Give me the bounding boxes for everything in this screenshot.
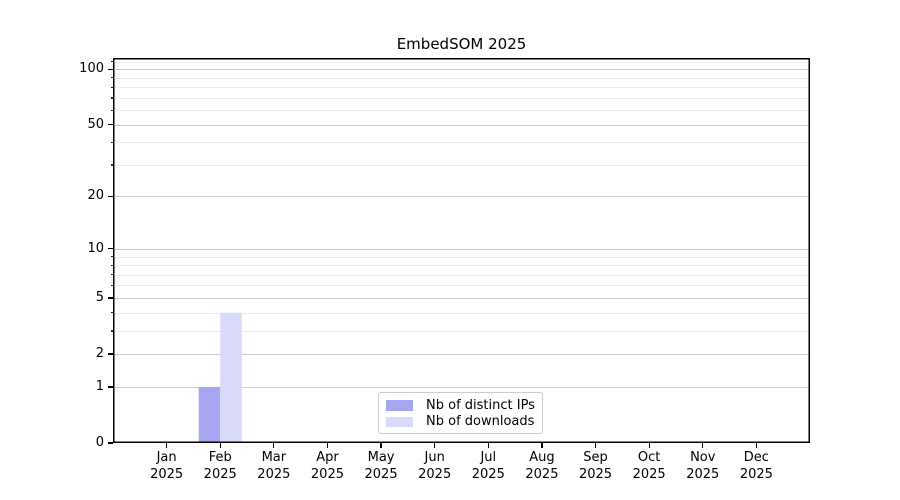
legend-swatch-nb-of-downloads bbox=[386, 416, 413, 427]
x-tick-mark bbox=[487, 443, 489, 448]
x-tick-mark bbox=[541, 443, 543, 448]
x-tick-label-dec: Dec 2025 bbox=[739, 450, 773, 482]
x-tick-mark bbox=[165, 443, 168, 448]
y-tick-label-1: 1 bbox=[95, 378, 104, 394]
y-tick-mark bbox=[108, 248, 113, 250]
y-tick-label-2: 2 bbox=[95, 346, 104, 362]
legend-swatch-nb-of-distinct-ips bbox=[386, 400, 413, 411]
plot-area bbox=[113, 58, 810, 443]
y-tick-mark bbox=[108, 442, 113, 444]
x-tick-mark bbox=[755, 443, 758, 448]
bar-nb-of-distinct-ips-feb bbox=[198, 386, 221, 442]
x-tick-label-may: May 2025 bbox=[364, 450, 398, 482]
y-tick-mark bbox=[108, 123, 113, 126]
y-tick-mark bbox=[108, 386, 113, 388]
plot-border bbox=[113, 58, 810, 443]
plot-canvas bbox=[113, 58, 810, 443]
x-tick-mark bbox=[648, 443, 650, 448]
chart-title: EmbedSOM 2025 bbox=[396, 35, 527, 53]
y-tick-label-5: 5 bbox=[95, 289, 104, 305]
y-minor-tick-mark bbox=[110, 284, 113, 287]
y-tick-label-50: 50 bbox=[87, 116, 104, 132]
legend: Nb of distinct IPs Nb of downloads bbox=[378, 392, 543, 434]
x-tick-mark bbox=[326, 443, 329, 448]
legend-item: Nb of downloads bbox=[386, 414, 536, 431]
x-tick-label-jan: Jan 2025 bbox=[150, 450, 184, 482]
y-minor-tick-mark bbox=[110, 141, 113, 144]
y-minor-tick-mark bbox=[110, 274, 113, 276]
y-tick-mark bbox=[108, 195, 113, 198]
y-tick-mark bbox=[108, 353, 113, 355]
y-minor-tick-mark bbox=[110, 97, 113, 99]
y-minor-tick-mark bbox=[110, 61, 113, 63]
legend-item: Nb of distinct IPs bbox=[386, 397, 536, 414]
x-tick-label-nov: Nov 2025 bbox=[686, 450, 720, 482]
bar-nb-of-downloads-feb bbox=[220, 312, 242, 442]
x-tick-label-mar: Mar 2025 bbox=[257, 450, 291, 482]
y-minor-tick-mark bbox=[110, 77, 113, 79]
x-tick-mark bbox=[219, 443, 221, 448]
x-tick-label-jul: Jul 2025 bbox=[471, 450, 505, 482]
x-tick-label-jun: Jun 2025 bbox=[418, 450, 452, 482]
x-tick-label-sep: Sep 2025 bbox=[578, 450, 613, 482]
x-tick-label-oct: Oct 2025 bbox=[632, 450, 666, 482]
x-tick-mark bbox=[380, 443, 382, 448]
y-minor-tick-mark bbox=[110, 312, 113, 314]
x-tick-label-aug: Aug 2025 bbox=[525, 450, 559, 482]
y-minor-tick-mark bbox=[110, 109, 113, 111]
y-tick-mark bbox=[108, 297, 113, 299]
x-tick-mark bbox=[594, 443, 597, 448]
y-tick-label-10: 10 bbox=[87, 240, 104, 256]
y-minor-tick-mark bbox=[110, 264, 113, 266]
x-tick-mark bbox=[273, 443, 275, 448]
legend-label: Nb of downloads bbox=[426, 414, 535, 430]
x-tick-mark bbox=[434, 443, 436, 448]
x-tick-label-feb: Feb 2025 bbox=[203, 450, 237, 482]
legend-label: Nb of distinct IPs bbox=[426, 397, 535, 413]
y-minor-tick-mark bbox=[110, 86, 113, 88]
x-tick-label-apr: Apr 2025 bbox=[310, 450, 344, 482]
y-minor-tick-mark bbox=[110, 330, 113, 332]
y-minor-tick-mark bbox=[110, 256, 113, 258]
x-tick-mark bbox=[702, 443, 704, 448]
y-minor-tick-mark bbox=[110, 164, 113, 166]
y-tick-label-20: 20 bbox=[87, 188, 104, 204]
y-tick-label-0: 0 bbox=[95, 435, 104, 450]
y-tick-mark bbox=[108, 68, 113, 70]
y-tick-label-100: 100 bbox=[79, 61, 104, 77]
